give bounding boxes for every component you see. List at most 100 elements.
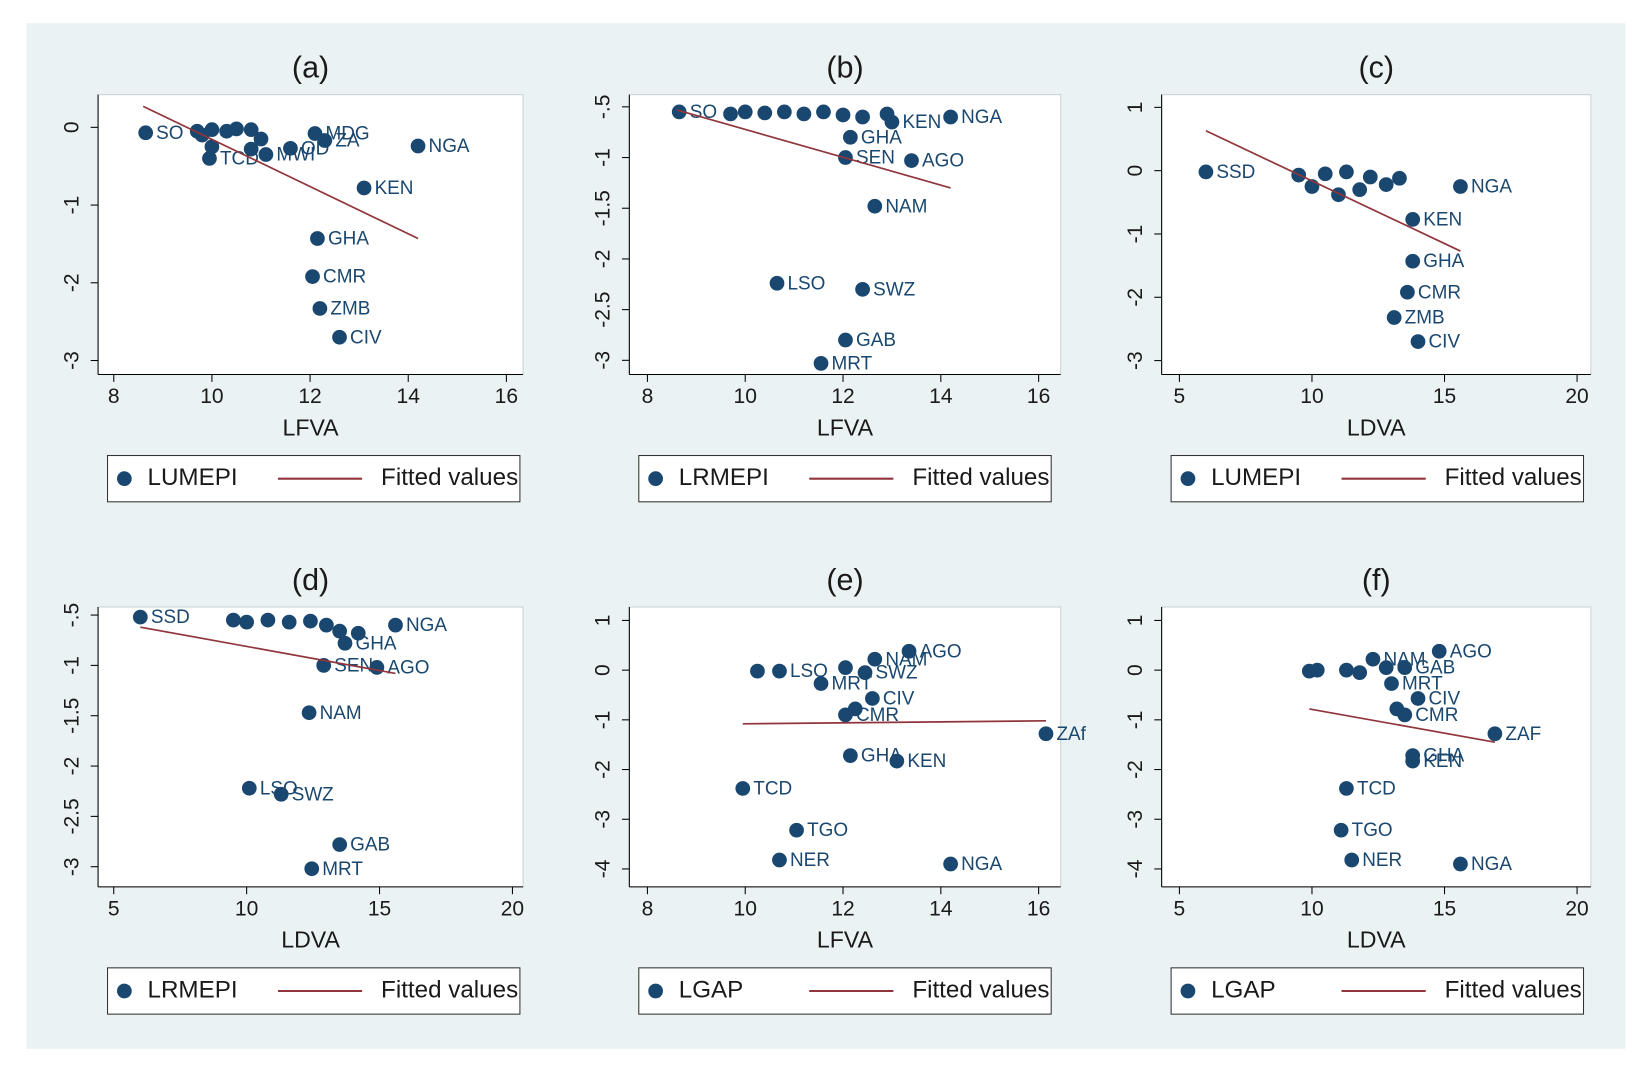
point <box>1339 781 1354 796</box>
y-tick-label: -3 <box>592 351 615 370</box>
point <box>260 612 276 628</box>
point <box>1397 707 1413 723</box>
plot-area <box>1161 606 1592 888</box>
x-tick-label: 5 <box>1174 898 1186 921</box>
point <box>258 147 274 162</box>
legend-label: Fitted values <box>912 464 1049 491</box>
point <box>813 676 829 691</box>
y-tick-label: 1 <box>592 615 615 627</box>
point <box>838 332 853 348</box>
point <box>1339 662 1354 678</box>
point <box>1453 856 1468 872</box>
point-label: CMR <box>323 267 366 288</box>
x-tick-label: 8 <box>642 385 654 408</box>
legend-label: Fitted values <box>912 976 1049 1003</box>
fitted-line <box>742 719 1046 725</box>
point <box>305 269 320 284</box>
point-label: NGA <box>1471 177 1512 198</box>
point <box>737 104 753 120</box>
point <box>855 109 870 125</box>
point <box>1365 651 1381 667</box>
point <box>1198 164 1214 180</box>
point-label: GHA <box>1423 746 1464 767</box>
x-tick-label: 16 <box>1027 385 1050 408</box>
point <box>204 139 220 155</box>
point-label: TCD <box>220 148 259 169</box>
point <box>304 861 320 877</box>
y-tick-label: 0 <box>1124 165 1147 177</box>
y-tick-label: 0 <box>1124 664 1147 676</box>
point-label: GHA <box>328 229 369 250</box>
fitted-line <box>142 105 419 240</box>
legend-symbol <box>116 471 132 487</box>
y-tick-label: -3 <box>60 857 83 876</box>
point <box>239 614 255 630</box>
x-axis-label: LDVA <box>1347 927 1406 953</box>
x-tick-label: 8 <box>642 898 654 921</box>
point <box>332 623 348 639</box>
point <box>1405 253 1421 269</box>
point-label: SWZ <box>873 279 915 300</box>
point <box>337 635 353 651</box>
point <box>857 665 873 680</box>
x-tick-label: 15 <box>368 898 391 921</box>
x-tick-label: 5 <box>108 898 120 921</box>
point <box>1331 187 1346 203</box>
y-tick-label: -4 <box>592 859 615 878</box>
point-label: TGO <box>807 820 848 841</box>
point <box>772 852 787 868</box>
y-tick-label: -3 <box>60 351 83 370</box>
point-label: CIV <box>883 689 915 710</box>
chart-title: (c) <box>1358 50 1394 84</box>
y-tick-label: -1 <box>60 656 83 675</box>
x-tick-label: 10 <box>1300 385 1323 408</box>
point <box>943 856 958 872</box>
point <box>310 231 325 246</box>
chart-title: (a) <box>292 50 329 84</box>
y-tick-label: -2 <box>60 757 83 776</box>
point <box>904 153 919 168</box>
point-label: SWZ <box>876 663 918 684</box>
point-label: MRT <box>832 674 873 695</box>
point <box>671 104 687 120</box>
point-label: ZMB <box>1405 308 1445 329</box>
point-label: AGO <box>920 641 962 662</box>
fitted-line <box>140 626 396 675</box>
y-tick-label: -2 <box>60 273 83 292</box>
legend-label: LUMEPI <box>148 464 238 491</box>
point <box>388 617 403 633</box>
fitted-line <box>1205 130 1461 252</box>
point <box>813 355 829 371</box>
point <box>855 281 870 297</box>
point <box>1352 182 1368 198</box>
point-label: OD <box>301 138 329 159</box>
point <box>838 660 853 676</box>
chart-title: (e) <box>826 563 863 597</box>
point-label: NGA <box>961 854 1002 875</box>
point-label: ZA <box>335 131 360 152</box>
point-label: TGO <box>1352 820 1393 841</box>
point <box>138 125 154 141</box>
point <box>243 122 259 138</box>
point <box>750 663 765 679</box>
x-tick-label: 10 <box>734 385 757 408</box>
y-tick-label: -1 <box>60 196 83 215</box>
point <box>843 129 858 145</box>
point-label: NER <box>1362 850 1402 871</box>
chart-title: (b) <box>826 50 863 84</box>
point <box>241 780 257 796</box>
plot-area <box>97 94 524 376</box>
point-label: CIV <box>1429 689 1461 710</box>
point <box>1384 676 1399 691</box>
point-label: TCD <box>753 778 792 799</box>
point-label: KEN <box>907 751 946 772</box>
point-label: MRT <box>1402 674 1443 695</box>
x-tick-label: 14 <box>929 385 953 408</box>
point <box>843 748 858 763</box>
point-label: KEN <box>1423 751 1462 772</box>
point <box>1309 662 1325 678</box>
y-tick-label: -.5 <box>60 603 83 628</box>
y-tick-label: -2 <box>1124 288 1147 307</box>
x-tick-label: 20 <box>501 898 524 921</box>
